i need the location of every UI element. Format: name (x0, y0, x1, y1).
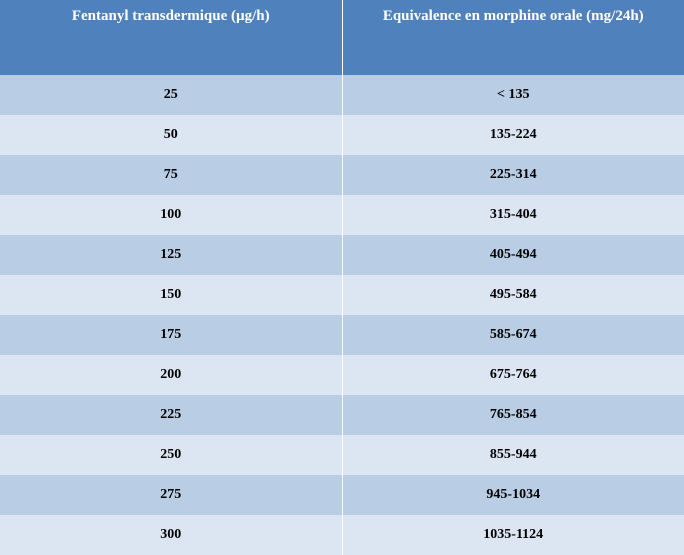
table-row: 175 585-674 (0, 315, 684, 355)
cell-fentanyl: 100 (0, 195, 342, 235)
cell-fentanyl: 300 (0, 515, 342, 555)
table-row: 300 1035-1124 (0, 515, 684, 555)
cell-fentanyl: 175 (0, 315, 342, 355)
conversion-table: Fentanyl transdermique (µg/h) Equivalenc… (0, 0, 684, 555)
table-row: 75 225-314 (0, 155, 684, 195)
table-row: 125 405-494 (0, 235, 684, 275)
cell-morphine: 765-854 (342, 395, 684, 435)
cell-fentanyl: 200 (0, 355, 342, 395)
table-row: 50 135-224 (0, 115, 684, 155)
cell-fentanyl: 250 (0, 435, 342, 475)
cell-fentanyl: 25 (0, 75, 342, 115)
table-header-row: Fentanyl transdermique (µg/h) Equivalenc… (0, 0, 684, 35)
cell-morphine: 945-1034 (342, 475, 684, 515)
cell-morphine: 585-674 (342, 315, 684, 355)
table-row: 250 855-944 (0, 435, 684, 475)
cell-morphine: 855-944 (342, 435, 684, 475)
table-row: 275 945-1034 (0, 475, 684, 515)
header-gap (0, 35, 684, 75)
cell-fentanyl: 225 (0, 395, 342, 435)
table-row: 150 495-584 (0, 275, 684, 315)
cell-fentanyl: 50 (0, 115, 342, 155)
table-row: 100 315-404 (0, 195, 684, 235)
cell-fentanyl: 75 (0, 155, 342, 195)
table-row: 225 765-854 (0, 395, 684, 435)
col-header-fentanyl: Fentanyl transdermique (µg/h) (0, 0, 342, 35)
cell-morphine: 675-764 (342, 355, 684, 395)
cell-fentanyl: 275 (0, 475, 342, 515)
cell-fentanyl: 125 (0, 235, 342, 275)
cell-morphine: < 135 (342, 75, 684, 115)
col-header-morphine: Equivalence en morphine orale (mg/24h) (342, 0, 684, 35)
cell-morphine: 135-224 (342, 115, 684, 155)
table-row: 25 < 135 (0, 75, 684, 115)
cell-fentanyl: 150 (0, 275, 342, 315)
cell-morphine: 315-404 (342, 195, 684, 235)
cell-morphine: 1035-1124 (342, 515, 684, 555)
cell-morphine: 405-494 (342, 235, 684, 275)
cell-morphine: 495-584 (342, 275, 684, 315)
table-row: 200 675-764 (0, 355, 684, 395)
cell-morphine: 225-314 (342, 155, 684, 195)
